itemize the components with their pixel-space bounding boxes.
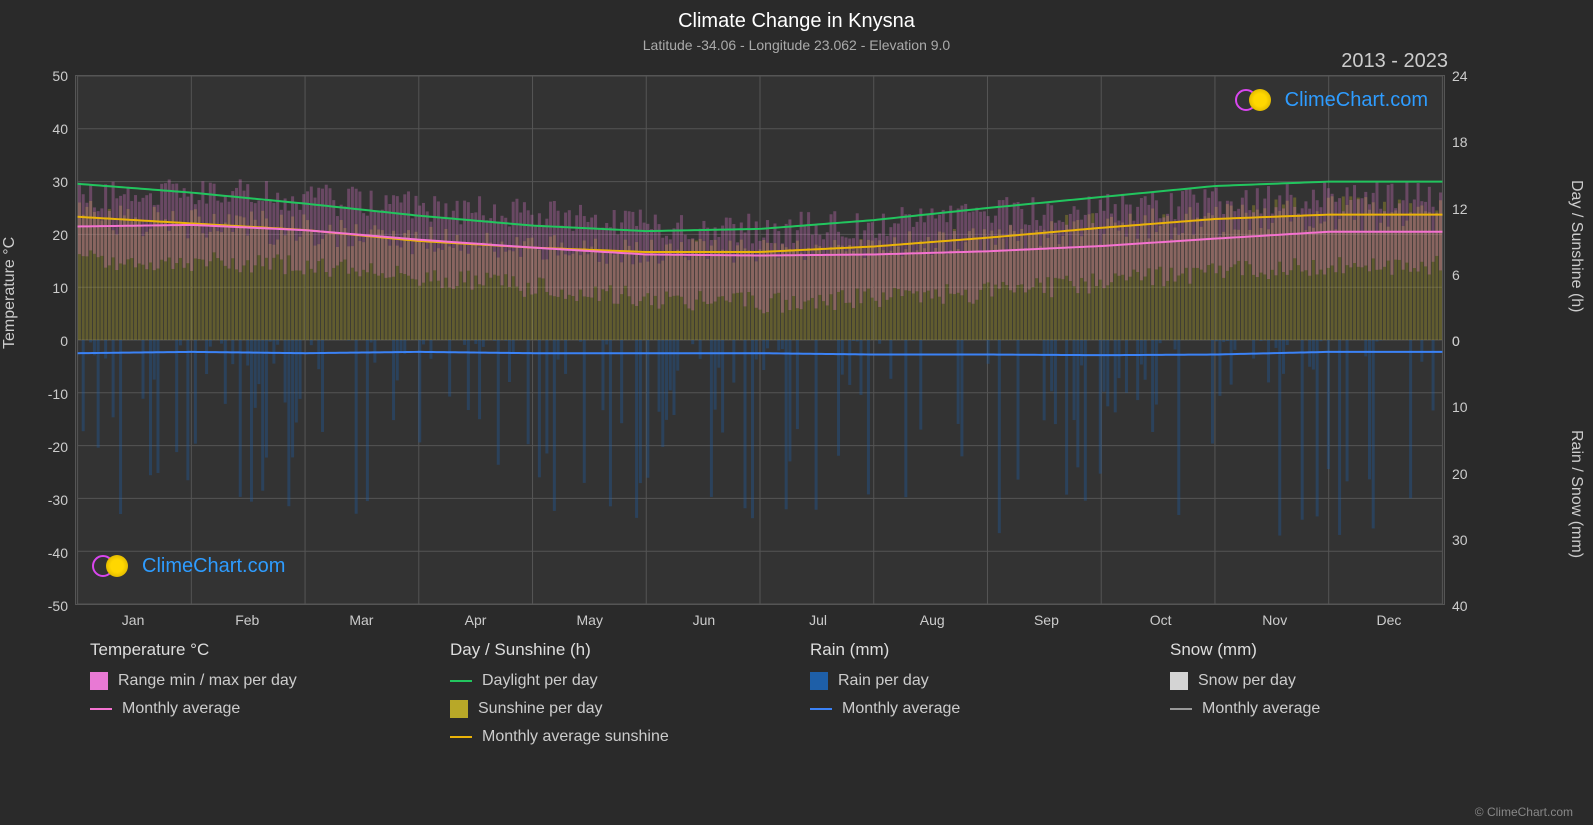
y-tick-right: 24	[1452, 68, 1468, 84]
year-range: 2013 - 2023	[1341, 50, 1448, 73]
legend-label: Monthly average sunshine	[482, 728, 669, 746]
legend-item: Monthly average sunshine	[450, 728, 770, 746]
legend-swatch-icon	[90, 672, 108, 690]
x-tick-month: May	[577, 612, 603, 628]
legend-label: Daylight per day	[482, 672, 598, 690]
legend-item: Sunshine per day	[450, 700, 770, 718]
x-tick-month: Apr	[465, 612, 487, 628]
y-tick-left: 50	[52, 68, 68, 84]
x-tick-month: Oct	[1150, 612, 1172, 628]
y-tick-left: 40	[52, 121, 68, 137]
y-tick-right: 18	[1452, 134, 1468, 150]
legend-group: Rain (mm) Rain per day Monthly average	[810, 640, 1130, 756]
x-tick-month: Feb	[235, 612, 259, 628]
legend-label: Monthly average	[1202, 700, 1320, 718]
legend-label: Monthly average	[122, 700, 240, 718]
y-tick-left: -10	[48, 386, 68, 402]
x-tick-month: Mar	[349, 612, 373, 628]
legend-item: Range min / max per day	[90, 672, 410, 690]
x-tick-month: Jun	[693, 612, 716, 628]
legend-swatch-icon	[1170, 672, 1188, 690]
y-tick-left: -30	[48, 492, 68, 508]
brand-logo-icon	[1235, 88, 1279, 112]
y-tick-right: 20	[1452, 466, 1468, 482]
y-tick-right: 12	[1452, 201, 1468, 217]
plot-svg	[76, 76, 1444, 604]
legend-item: Rain per day	[810, 672, 1130, 690]
x-tick-month: Nov	[1262, 612, 1287, 628]
y-tick-left: 0	[60, 333, 68, 349]
legend-line-icon	[450, 680, 472, 682]
y-tick-left: 20	[52, 227, 68, 243]
x-tick-month: Sep	[1034, 612, 1059, 628]
legend-title: Rain (mm)	[810, 640, 1130, 660]
legend-swatch-icon	[450, 700, 468, 718]
y-axis-right-bottom-label: Rain / Snow (mm)	[1567, 430, 1585, 558]
legend-group: Snow (mm) Snow per day Monthly average	[1170, 640, 1490, 756]
legend-title: Snow (mm)	[1170, 640, 1490, 660]
legend-title: Temperature °C	[90, 640, 410, 660]
legend-item: Monthly average	[1170, 700, 1490, 718]
brand-logo-icon	[92, 554, 136, 578]
legend-group: Day / Sunshine (h) Daylight per day Sunshi…	[450, 640, 770, 756]
y-tick-left: -50	[48, 598, 68, 614]
y-tick-left: -40	[48, 545, 68, 561]
legend-line-icon	[1170, 708, 1192, 710]
watermark-bottom: ClimeChart.com	[92, 554, 285, 578]
y-axis-left-label: Temperature °C	[1, 237, 19, 349]
legend-item: Monthly average	[90, 700, 410, 718]
y-tick-right: 10	[1452, 399, 1468, 415]
legend: Temperature °C Range min / max per day Mon…	[90, 640, 1490, 756]
chart-title: Climate Change in Knysna	[0, 0, 1593, 33]
y-tick-right: 30	[1452, 532, 1468, 548]
climate-chart: Climate Change in Knysna Latitude -34.06…	[0, 0, 1593, 825]
legend-item: Daylight per day	[450, 672, 770, 690]
legend-item: Snow per day	[1170, 672, 1490, 690]
legend-line-icon	[90, 708, 112, 710]
legend-label: Sunshine per day	[478, 700, 603, 718]
legend-label: Range min / max per day	[118, 672, 297, 690]
legend-title: Day / Sunshine (h)	[450, 640, 770, 660]
legend-label: Monthly average	[842, 700, 960, 718]
y-tick-left: 10	[52, 280, 68, 296]
legend-item: Monthly average	[810, 700, 1130, 718]
plot-area: ClimeChart.com ClimeChart.com -50-40-30-…	[75, 75, 1445, 605]
y-axis-right-top-label: Day / Sunshine (h)	[1567, 180, 1585, 313]
legend-line-icon	[450, 736, 472, 738]
y-tick-right: 6	[1452, 267, 1460, 283]
brand-text: ClimeChart.com	[142, 555, 285, 578]
copyright: © ClimeChart.com	[1475, 805, 1573, 819]
y-tick-right: 40	[1452, 598, 1468, 614]
legend-swatch-icon	[810, 672, 828, 690]
x-tick-month: Jan	[122, 612, 145, 628]
x-tick-month: Dec	[1376, 612, 1401, 628]
legend-label: Rain per day	[838, 672, 929, 690]
y-tick-right: 0	[1452, 333, 1460, 349]
x-tick-month: Aug	[920, 612, 945, 628]
watermark-top: ClimeChart.com	[1235, 88, 1428, 112]
legend-group: Temperature °C Range min / max per day Mon…	[90, 640, 410, 756]
y-tick-left: 30	[52, 174, 68, 190]
y-tick-left: -20	[48, 439, 68, 455]
legend-line-icon	[810, 708, 832, 710]
x-tick-month: Jul	[809, 612, 827, 628]
brand-text: ClimeChart.com	[1285, 89, 1428, 112]
legend-label: Snow per day	[1198, 672, 1296, 690]
